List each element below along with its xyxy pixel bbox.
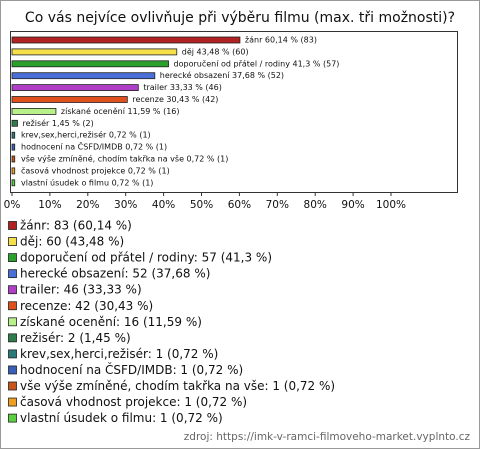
bar-label: časová vhodnost projekce 0,72 % (1) — [21, 165, 170, 175]
bar-label: žánr 60,14 % (83) — [245, 36, 317, 45]
bar — [11, 84, 139, 91]
legend-swatch — [8, 269, 17, 279]
x-tick-label: 10% — [38, 199, 61, 211]
x-tick-label: 70% — [266, 199, 289, 211]
x-tick-label: 20% — [76, 199, 99, 211]
bar — [11, 108, 57, 115]
x-tick-label: 100% — [376, 199, 406, 211]
bar — [11, 131, 16, 139]
bar-label: vše výše zmíněné, chodím takřka na vše 0… — [21, 154, 228, 164]
legend-label: žánr: 83 (60,14 %) — [20, 219, 132, 233]
x-tick-label: 30% — [114, 199, 137, 211]
chart-title: Co vás nejvíce ovlivňuje při výběru film… — [25, 10, 455, 26]
legend-label: krev,sex,herci,režisér: 1 (0,72 %) — [20, 347, 218, 361]
legend-swatch — [8, 253, 17, 263]
x-tick-label: 40% — [152, 199, 175, 211]
legend-swatch — [8, 381, 17, 391]
x-tick-label: 80% — [304, 199, 327, 211]
legend-label: vše výše zmíněné, chodím takřka na vše: … — [20, 379, 335, 393]
bar-label: děj 43,48 % (60) — [182, 47, 249, 56]
legend-swatch — [8, 365, 17, 375]
legend-swatch — [8, 237, 17, 246]
legend-swatch — [8, 221, 17, 230]
bar-label: trailer 33,33 % (46) — [143, 83, 222, 92]
source: zdroj: https://imk-v-ramci-filmoveho-mar… — [184, 431, 471, 443]
legend-label: vlastní úsudek o filmu: 1 (0,72 %) — [20, 411, 223, 425]
bar-label: krev,sex,herci,režisér 0,72 % (1) — [21, 130, 151, 140]
bar — [11, 36, 241, 44]
legend-swatch — [8, 301, 17, 311]
bar-label: vlastní úsudek o filmu 0,72 % (1) — [21, 178, 153, 187]
bar — [11, 179, 16, 187]
legend-swatch — [8, 413, 17, 423]
legend-label: doporučení od přátel / rodiny: 57 (41,3 … — [20, 251, 272, 265]
legend-swatch — [8, 397, 17, 407]
bar — [11, 119, 18, 127]
bar-label: režisér 1,45 % (2) — [22, 118, 93, 128]
legend-swatch — [8, 349, 17, 359]
legend-label: režisér: 2 (1,45 %) — [20, 331, 131, 345]
legend-label: herecké obsazení: 52 (37,68 %) — [20, 267, 210, 281]
x-tick-label: 0% — [4, 199, 21, 211]
x-tick-label: 90% — [341, 199, 364, 211]
bar — [11, 60, 169, 68]
bar — [11, 72, 156, 80]
bar — [11, 143, 16, 151]
bar-label: recenze 30,43 % (42) — [132, 95, 218, 104]
bar — [11, 48, 178, 56]
legend-swatch — [8, 333, 17, 343]
legend-swatch — [8, 285, 17, 295]
legend-label: recenze: 42 (30,43 %) — [20, 299, 153, 313]
legend-label: trailer: 46 (33,33 %) — [20, 283, 142, 297]
x-tick-label: 60% — [228, 199, 251, 211]
legend-label: hodnocení na ČSFD/IMDB: 1 (0,72 %) — [20, 362, 243, 377]
bar — [11, 96, 128, 103]
bar-label: získané ocenění 11,59 % (16) — [61, 106, 180, 116]
x-tick-label: 50% — [190, 199, 213, 211]
bar-label: doporučení od přátel / rodiny 41,3 % (57… — [174, 58, 340, 68]
legend-label: děj: 60 (43,48 %) — [20, 235, 124, 249]
bar-label: hodnocení na ČSFD/IMDB 0,72 % (1) — [21, 141, 167, 152]
bar — [11, 155, 16, 163]
legend-label: získané ocenění: 16 (11,59 %) — [20, 315, 202, 329]
bar-label: herecké obsazení 37,68 % (52) — [160, 70, 284, 80]
legend-swatch — [8, 317, 17, 327]
legend-label: časová vhodnost projekce: 1 (0,72 %) — [20, 395, 247, 409]
bar — [11, 167, 16, 175]
plot-box — [10, 31, 458, 193]
